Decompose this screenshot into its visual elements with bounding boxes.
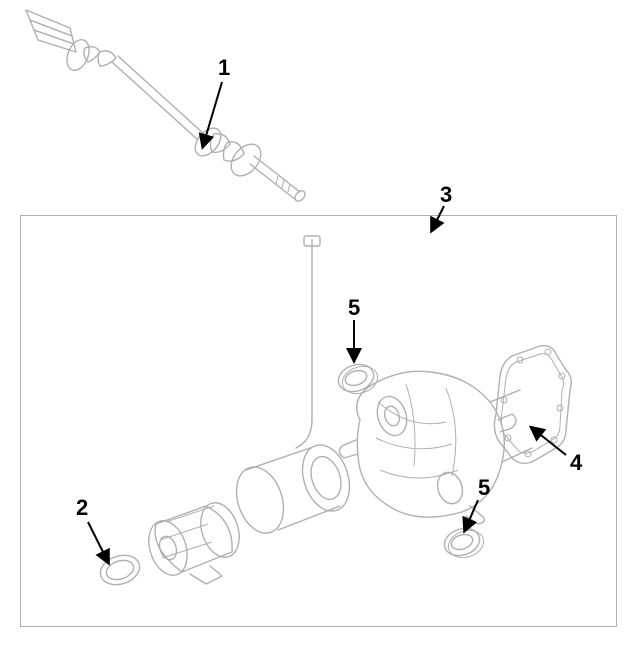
callout-label-2: 2 [76, 495, 88, 521]
drive-axle-shaft [26, 10, 307, 203]
harness-tube [296, 236, 320, 448]
callout-label-1: 1 [218, 55, 230, 81]
callout-label-4: 4 [570, 450, 582, 476]
coupling-rear [229, 439, 358, 539]
callout-arrow-3 [432, 206, 444, 230]
callout-label-5a: 5 [348, 295, 360, 321]
diagram-linework [0, 0, 631, 647]
callout-label-3: 3 [440, 182, 452, 208]
parts-diagram: 1 2 3 4 5 5 [0, 0, 631, 647]
callout-arrow-2 [88, 522, 108, 562]
axle-seal-lower [441, 524, 487, 562]
o-ring-seal-small [97, 551, 144, 590]
axle-seal-upper [335, 360, 381, 398]
coupling-front [142, 498, 246, 584]
callout-arrow-4 [532, 428, 566, 455]
callout-arrow-5b [465, 500, 478, 530]
callout-label-5b: 5 [478, 475, 490, 501]
diff-cover-gasket [494, 346, 571, 464]
